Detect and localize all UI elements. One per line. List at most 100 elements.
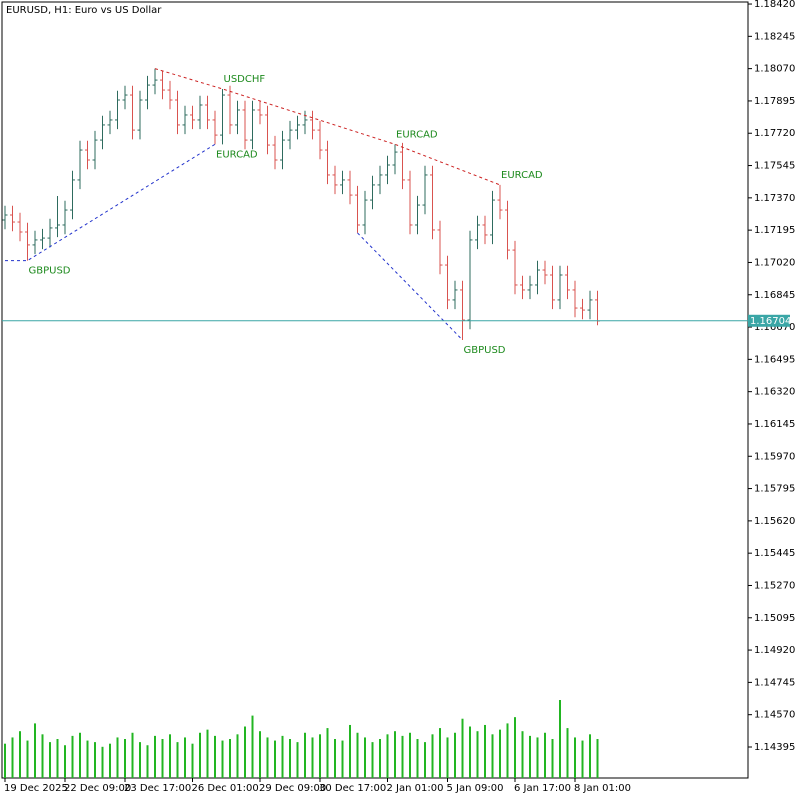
volume-bar (566, 728, 569, 778)
volume-bar (206, 729, 209, 778)
x-tick-label: 30 Dec 17:00 (319, 783, 386, 794)
y-tick-label: 1.15620 (754, 516, 795, 527)
volume-bar (251, 715, 254, 778)
volume-bar (386, 734, 389, 778)
volume-bar (229, 739, 231, 778)
y-tick-label: 1.17895 (754, 96, 795, 107)
annotation: USDCHF (224, 74, 266, 85)
volume-bar (259, 731, 261, 778)
y-tick-label: 1.16845 (754, 290, 795, 301)
volume-bar (334, 739, 336, 778)
volume-bar (146, 745, 149, 778)
volume-bar (461, 718, 464, 778)
y-tick-label: 1.14745 (754, 677, 795, 688)
volume-bar (19, 731, 21, 778)
x-tick-label: 5 Jan 09:00 (447, 783, 504, 794)
trend-line (357, 232, 463, 341)
volume-bar (56, 739, 59, 778)
volume-bar (416, 739, 419, 778)
y-tick-label: 1.18420 (754, 0, 795, 10)
annotation: EURCAD (396, 129, 438, 140)
volume-bar (11, 737, 14, 778)
volume-bar (109, 743, 111, 778)
y-tick-label: 1.14920 (754, 645, 795, 656)
volume-bar (506, 723, 509, 778)
volume-bar (454, 732, 456, 778)
volume-bar (356, 732, 359, 778)
y-tick-label: 1.16495 (754, 354, 795, 365)
volume-bar (116, 737, 119, 778)
y-tick-label: 1.17195 (754, 225, 795, 236)
annotation: EURCAD (216, 149, 258, 160)
volume-bar (499, 729, 501, 778)
volume-bar (574, 737, 576, 778)
volume-bar (191, 743, 194, 778)
volume-bar (484, 724, 486, 778)
volume-bar (431, 734, 434, 778)
y-tick-label: 1.18070 (754, 64, 795, 75)
x-tick-label: 22 Dec 09:00 (64, 783, 131, 794)
volume-bar (124, 739, 126, 778)
volume-bar (581, 740, 584, 778)
volume-bar (101, 746, 104, 778)
annotation: EURCAD (501, 170, 543, 181)
volume-bar (514, 717, 516, 778)
volume-bar (364, 737, 366, 778)
volume-bar (281, 735, 284, 778)
volume-bar (131, 732, 134, 778)
volume-bar (401, 735, 404, 778)
y-tick-label: 1.15445 (754, 548, 795, 559)
annotation: GBPUSD (464, 345, 506, 356)
volume-bar (521, 731, 524, 778)
volume-bar (371, 742, 374, 778)
x-tick-label: 26 Dec 01:00 (192, 783, 259, 794)
trend-line (5, 143, 216, 262)
volume-bar (274, 740, 276, 778)
y-tick-label: 1.16320 (754, 387, 795, 398)
x-tick-label: 2 Jan 01:00 (387, 783, 444, 794)
volume-bar (349, 724, 351, 778)
chart-title: EURUSD, H1: Euro vs US Dollar (6, 5, 162, 16)
x-tick-label: 23 Dec 17:00 (124, 783, 191, 794)
volume-bar (139, 742, 141, 778)
volume-bar (79, 732, 81, 778)
volume-bar (341, 740, 344, 778)
y-tick-label: 1.17020 (754, 257, 795, 268)
volume-bar (439, 728, 441, 778)
volume-bar (236, 734, 239, 778)
x-tick-label: 29 Dec 09:00 (259, 783, 326, 794)
volume-bar (154, 735, 156, 778)
volume-bar (326, 728, 329, 778)
volume-bar (34, 723, 36, 778)
volume-bar (199, 732, 201, 778)
y-tick-label: 1.15970 (754, 451, 795, 462)
volume-bar (161, 739, 164, 778)
volume-bar (49, 742, 51, 778)
volume-bar (596, 739, 599, 778)
volume-bar (446, 737, 449, 778)
volume-bar (4, 743, 6, 778)
y-tick-label: 1.16145 (754, 419, 795, 430)
volume-bar (529, 735, 531, 778)
volume-bar (311, 737, 314, 778)
last-price-box (748, 314, 790, 327)
volume-bar (71, 735, 74, 778)
volume-bar (184, 737, 186, 778)
x-tick-label: 8 Jan 01:00 (574, 783, 631, 794)
plot-frame (1, 1, 749, 779)
y-tick-label: 1.15795 (754, 484, 795, 495)
y-tick-label: 1.14570 (754, 710, 795, 721)
volume-bar (221, 740, 224, 778)
last-price-label: 1.16704 (750, 316, 791, 327)
volume-bar (491, 734, 494, 778)
volume-bar (214, 735, 216, 778)
volume-bar (94, 742, 96, 778)
volume-bar (319, 734, 321, 778)
volume-bar (244, 726, 246, 778)
volume-bar (409, 732, 411, 778)
volume-bar (394, 731, 396, 778)
y-tick-label: 1.18245 (754, 31, 795, 42)
y-tick-label: 1.15270 (754, 580, 795, 591)
